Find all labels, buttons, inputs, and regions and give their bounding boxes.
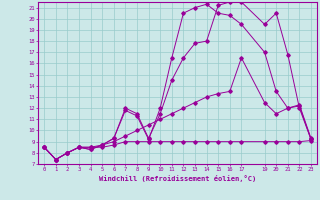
X-axis label: Windchill (Refroidissement éolien,°C): Windchill (Refroidissement éolien,°C) <box>99 175 256 182</box>
